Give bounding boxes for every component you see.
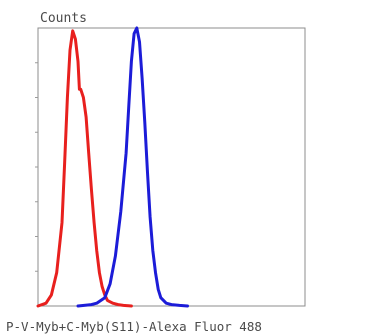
series-layer xyxy=(36,26,189,308)
y-axis-ticks xyxy=(35,62,38,272)
series-line-red xyxy=(36,29,133,308)
x-axis-label: P-V-Myb+C-Myb(S11)-Alexa Fluor 488 xyxy=(6,319,262,334)
series-line-blue xyxy=(76,26,189,308)
y-axis-label: Counts xyxy=(40,11,87,26)
